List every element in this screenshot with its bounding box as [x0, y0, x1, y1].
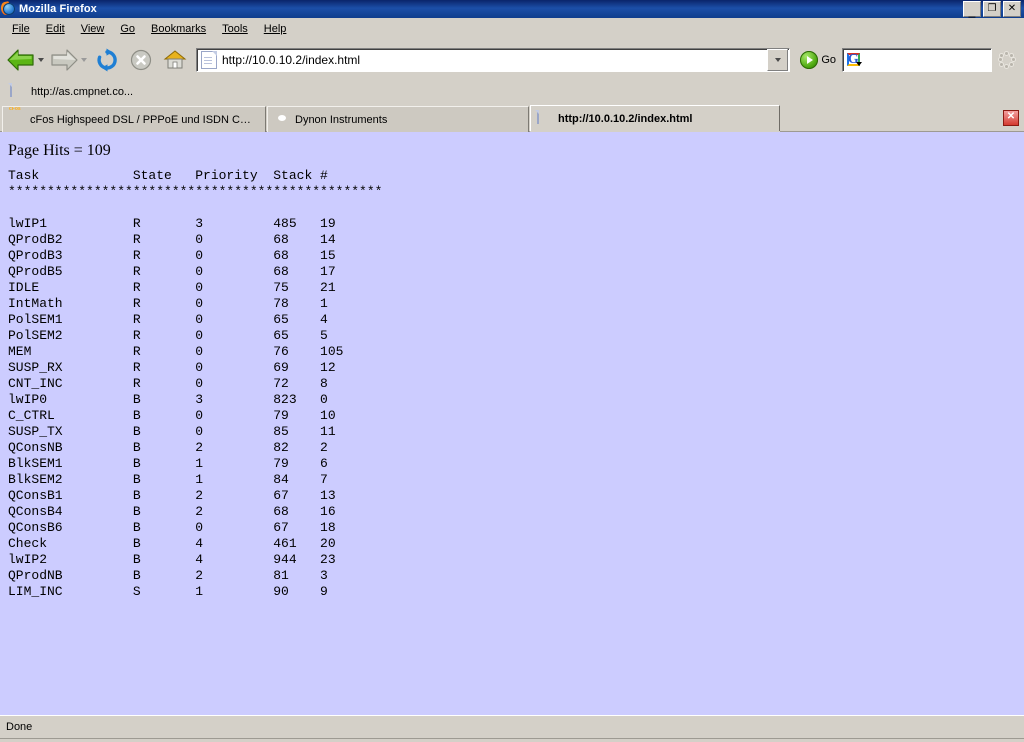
tab-dynon[interactable]: Dynon Instruments [267, 106, 529, 132]
page-content: Page Hits = 109 Task State Priority Stac… [0, 132, 1024, 715]
minimize-icon: _ [968, 4, 976, 18]
window-controls: _ ❐ ✕ [963, 1, 1023, 17]
close-icon: ✕ [1006, 111, 1016, 122]
title-bar: Mozilla Firefox _ ❐ ✕ [0, 0, 1024, 18]
go-icon [800, 51, 819, 69]
home-button[interactable] [158, 43, 192, 77]
menu-bookmarks-label: Bookmarks [151, 22, 207, 35]
close-button[interactable]: ✕ [1003, 1, 1021, 17]
menu-file-label: File [12, 22, 30, 35]
menu-bar: File Edit View Go Bookmarks Tools Help [0, 18, 1024, 40]
tab-strip: cFos Highspeed DSL / PPPoE und ISDN CAP.… [0, 103, 1024, 132]
tab-label: cFos Highspeed DSL / PPPoE und ISDN CAP.… [30, 113, 257, 126]
stop-button[interactable] [124, 43, 158, 77]
page-favicon-icon [537, 109, 553, 127]
back-button[interactable] [4, 43, 38, 77]
menu-tools-label: Tools [222, 22, 248, 35]
forward-dropdown-icon[interactable] [81, 58, 87, 62]
window-bottom-edge [0, 738, 1024, 742]
task-table: Task State Priority Stack # ************… [8, 168, 383, 599]
menu-help[interactable]: Help [256, 21, 295, 37]
bookmarks-toolbar: http://as.cmpnet.co... [0, 80, 1024, 103]
firefox-icon [0, 1, 16, 16]
address-bar[interactable]: http://10.0.10.2/index.html [196, 48, 791, 72]
reload-button[interactable] [90, 43, 124, 77]
status-text: Done [6, 721, 33, 733]
page-hits-line: Page Hits = 109 [8, 142, 111, 159]
restore-button[interactable]: ❐ [983, 1, 1001, 17]
status-bar: Done [0, 715, 1024, 738]
reload-icon [97, 48, 117, 72]
address-dropdown-button[interactable] [767, 49, 789, 71]
menu-help-label: Help [263, 22, 287, 35]
menu-tools[interactable]: Tools [214, 21, 256, 37]
page-icon [10, 82, 26, 100]
tab-strip-filler: ✕ [781, 105, 1024, 131]
tab-cfos[interactable]: cFos Highspeed DSL / PPPoE und ISDN CAP.… [2, 106, 266, 132]
throbber-icon [999, 52, 1015, 68]
navigation-toolbar: http://10.0.10.2/index.html Go G [0, 40, 1024, 80]
menu-go-label: Go [120, 22, 136, 35]
google-search-icon[interactable]: G [847, 52, 862, 68]
tab-label: http://10.0.10.2/index.html [558, 112, 693, 125]
toolbar-throbber [994, 52, 1020, 68]
window-title: Mozilla Firefox [19, 3, 97, 15]
menu-edit-label: Edit [45, 22, 65, 35]
bookmark-label: http://as.cmpnet.co... [31, 85, 134, 98]
menu-view[interactable]: View [73, 21, 113, 37]
home-icon [163, 50, 187, 69]
address-input[interactable]: http://10.0.10.2/index.html [222, 53, 361, 67]
close-tab-button[interactable]: ✕ [1003, 110, 1019, 126]
go-button[interactable]: Go [792, 51, 842, 69]
dynon-favicon-icon [274, 112, 290, 128]
menu-go[interactable]: Go [112, 21, 143, 37]
tab-index-html[interactable]: http://10.0.10.2/index.html [530, 105, 780, 131]
cfos-favicon-icon [9, 112, 25, 128]
page-icon [201, 51, 217, 69]
close-icon: ✕ [1007, 3, 1017, 14]
menu-bookmarks[interactable]: Bookmarks [143, 21, 214, 37]
tab-label: Dynon Instruments [295, 113, 388, 126]
stop-icon [130, 49, 152, 71]
menu-file[interactable]: File [4, 21, 38, 37]
back-dropdown-icon[interactable] [38, 58, 44, 62]
forward-arrow-icon [51, 49, 78, 71]
restore-icon: ❐ [987, 3, 997, 14]
search-bar[interactable]: G [842, 48, 992, 72]
go-label: Go [821, 54, 836, 66]
minimize-button[interactable]: _ [963, 1, 981, 17]
bookmark-item[interactable]: http://as.cmpnet.co... [6, 82, 137, 101]
menu-edit[interactable]: Edit [38, 21, 73, 37]
forward-button[interactable] [47, 43, 81, 77]
back-arrow-icon [7, 49, 34, 71]
chevron-down-icon [774, 58, 781, 62]
menu-view-label: View [80, 22, 105, 35]
search-input[interactable] [863, 53, 991, 67]
